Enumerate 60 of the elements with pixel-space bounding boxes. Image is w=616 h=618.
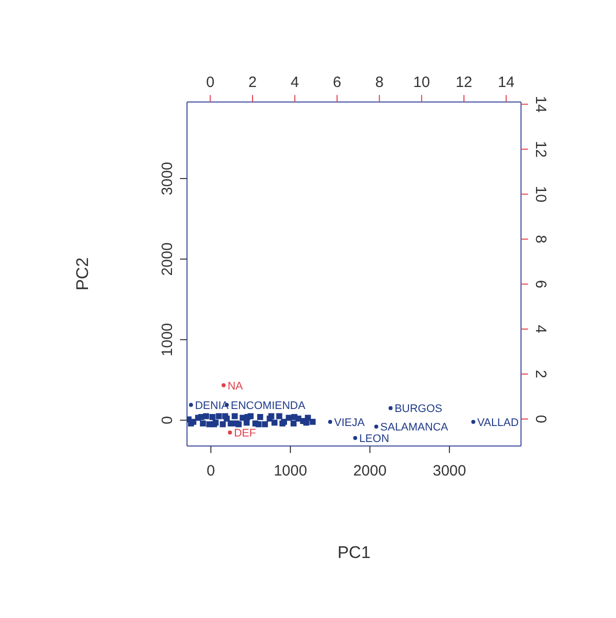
y2-tick-label: 4: [532, 324, 549, 334]
point: [286, 414, 292, 421]
point: [222, 413, 228, 420]
point: [276, 413, 282, 420]
y-tick-label: 1000: [159, 322, 176, 356]
point: [328, 420, 332, 424]
x2-tick-label: 10: [413, 74, 430, 91]
point: [232, 413, 238, 420]
point: [198, 414, 204, 420]
point: [310, 418, 316, 425]
point: [268, 413, 274, 420]
point: [471, 420, 476, 424]
point: [256, 421, 262, 428]
x2-tick-label: 2: [248, 74, 257, 91]
point: [353, 436, 358, 440]
y-tick-label: 3000: [159, 162, 176, 196]
point: [200, 420, 206, 426]
data-label: VALLAD: [477, 416, 519, 429]
y-tick-label: 0: [159, 416, 176, 424]
x2-tick-label: 0: [206, 74, 214, 91]
x2-tick-label: 4: [290, 74, 299, 91]
x-axis-title: PC1: [337, 543, 371, 562]
point: [188, 402, 193, 407]
y2-tick-label: 2: [532, 370, 549, 378]
y2-tick-label: 8: [532, 234, 549, 244]
point: [374, 424, 378, 429]
x2-tick-label: 8: [375, 74, 384, 91]
y2-tick-label: 0: [532, 414, 549, 424]
point: [257, 414, 264, 420]
data-label: VIEJA: [334, 416, 366, 429]
y-tick-label: 2000: [159, 242, 176, 276]
point: [262, 421, 268, 428]
point: [209, 414, 216, 420]
data-label: DENIA: [194, 400, 230, 412]
x-tick-label: 3000: [432, 462, 466, 480]
x2-tick-label: 14: [498, 74, 515, 91]
data-label: LEON: [359, 432, 390, 445]
data-label: DEF: [234, 428, 256, 440]
point: [244, 420, 250, 426]
point: [220, 421, 226, 428]
data-label: BURGOS: [394, 403, 442, 416]
data-label: NA: [228, 380, 244, 392]
point: [271, 420, 278, 426]
data-label: SALAMANCA: [380, 422, 449, 434]
point: [228, 420, 234, 426]
y2-tick-label: 12: [532, 140, 549, 158]
point: [233, 420, 240, 426]
point: [290, 420, 297, 426]
x-tick-label: 1000: [274, 462, 308, 480]
point: [388, 406, 393, 410]
data-label: ENCOMIENDA: [230, 400, 306, 412]
point: [216, 413, 222, 420]
x2-tick-label: 12: [456, 74, 472, 91]
x2-tick-label: 6: [332, 74, 342, 91]
y2-tick-label: 14: [532, 96, 549, 113]
y2-tick-label: 10: [532, 186, 549, 203]
y-axis-title: PC2: [73, 257, 92, 291]
y2-tick-label: 6: [532, 280, 549, 288]
x-tick-label: 2000: [353, 462, 387, 480]
x-tick-label: 0: [206, 462, 216, 480]
